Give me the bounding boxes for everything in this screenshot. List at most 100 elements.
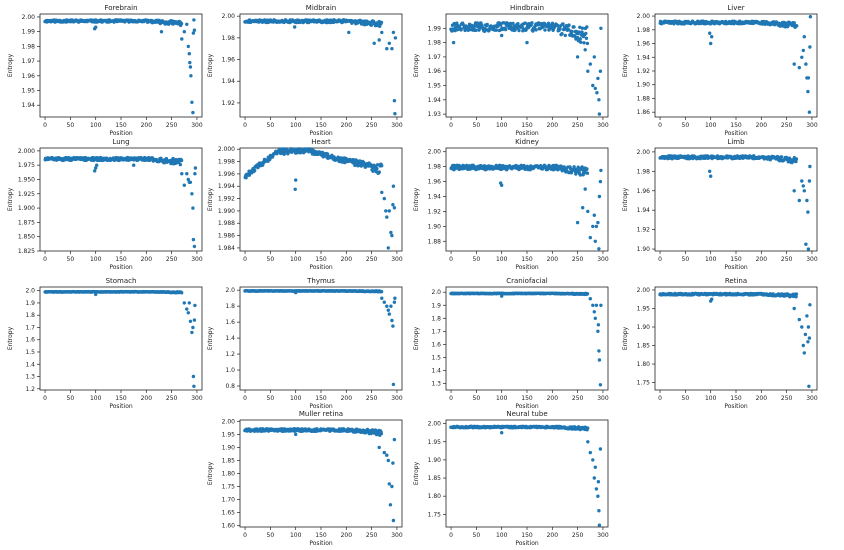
data-point — [594, 487, 599, 491]
x-tick-label: 200 — [141, 256, 153, 263]
x-tick-label: 300 — [597, 532, 609, 539]
data-point — [94, 25, 98, 29]
data-point — [558, 27, 562, 31]
x-tick-label: 50 — [682, 122, 690, 129]
x-tick-label: 250 — [166, 256, 178, 263]
data-point — [596, 480, 601, 484]
data-point — [186, 177, 190, 182]
y-tick-label: 1.94 — [222, 78, 236, 85]
x-tick-label: 100 — [496, 122, 508, 129]
x-tick-label: 150 — [115, 256, 127, 263]
data-point — [500, 33, 504, 38]
data-point — [560, 32, 564, 36]
data-point — [580, 26, 585, 30]
data-point — [180, 172, 184, 176]
data-point — [375, 163, 380, 167]
y-tick-label: 1.94 — [428, 194, 442, 201]
y-tick-label: 1.95 — [428, 439, 442, 446]
x-tick-label: 250 — [572, 256, 584, 263]
x-tick-label: 50 — [67, 122, 75, 129]
x-axis-label: Position — [515, 540, 539, 547]
data-point — [709, 41, 713, 46]
x-tick-label: 100 — [496, 532, 508, 539]
data-point — [159, 30, 164, 34]
data-point — [792, 62, 796, 66]
data-point — [806, 76, 811, 80]
data-point — [159, 156, 163, 160]
data-point — [325, 152, 330, 156]
data-point — [185, 172, 189, 176]
y-tick-label: 1.88 — [637, 95, 651, 102]
chart-title: Forebrain — [104, 4, 137, 12]
x-tick-label: 250 — [166, 122, 178, 129]
data-point — [508, 21, 513, 26]
data-point — [391, 203, 395, 207]
y-tick-label: 1.950 — [18, 176, 35, 183]
data-point — [513, 28, 517, 32]
data-point — [247, 173, 252, 177]
data-point — [579, 40, 583, 44]
data-point — [188, 60, 192, 65]
data-point — [596, 494, 600, 498]
data-point — [517, 28, 521, 33]
data-point — [459, 28, 463, 32]
chart-title: Lung — [112, 138, 129, 146]
data-point — [244, 176, 248, 180]
x-tick-label: 0 — [449, 122, 453, 129]
x-tick-label: 250 — [366, 122, 378, 129]
chart-title: Heart — [311, 138, 331, 146]
x-axis-label: Position — [515, 130, 539, 137]
data-point — [597, 509, 601, 513]
data-point — [253, 168, 257, 173]
y-tick-label: 1.92 — [222, 100, 236, 107]
data-point — [543, 28, 547, 32]
x-tick-label: 200 — [547, 256, 559, 263]
x-tick-label: 0 — [449, 532, 453, 539]
y-tick-label: 1.850 — [18, 234, 35, 241]
y-tick-label: 1.96 — [428, 68, 442, 75]
data-point — [710, 35, 714, 39]
x-axis-label: Position — [515, 264, 539, 271]
data-point — [187, 52, 191, 56]
x-tick-label: 300 — [597, 122, 609, 129]
y-tick-label: 1.97 — [22, 58, 36, 65]
x-tick-label: 100 — [290, 122, 302, 129]
y-tick-label: 1.75 — [428, 511, 442, 518]
data-point — [800, 55, 804, 59]
x-tick-label: 50 — [473, 256, 481, 263]
data-point — [192, 28, 197, 32]
x-tick-label: 150 — [315, 256, 327, 263]
data-point — [95, 163, 99, 167]
y-axis-label: Entropy — [413, 187, 420, 211]
y-tick-label: 1.96 — [637, 41, 651, 48]
data-point — [188, 180, 193, 184]
data-point — [592, 476, 596, 480]
x-tick-label: 200 — [341, 122, 353, 129]
data-point — [385, 215, 389, 219]
data-point — [185, 22, 189, 26]
y-tick-label: 1.994 — [218, 183, 235, 190]
data-point — [384, 209, 388, 213]
data-point — [385, 47, 389, 51]
data-point — [534, 28, 538, 32]
y-tick-label: 1.98 — [428, 164, 442, 171]
data-point — [179, 158, 184, 163]
y-tick-label: 2.00 — [22, 14, 36, 21]
data-point — [591, 458, 595, 462]
y-tick-label: 1.875 — [18, 219, 35, 226]
data-point — [500, 431, 504, 435]
chart-title: Kidney — [515, 138, 539, 146]
x-tick-label: 0 — [43, 256, 47, 263]
data-point — [511, 21, 515, 26]
data-point — [598, 69, 603, 73]
data-point — [585, 41, 590, 46]
data-point — [193, 172, 197, 176]
data-point — [93, 169, 97, 173]
y-tick-label: 1.998 — [218, 159, 235, 166]
data-point — [593, 86, 597, 91]
y-tick-label: 1.92 — [428, 208, 442, 215]
data-point — [182, 30, 186, 34]
